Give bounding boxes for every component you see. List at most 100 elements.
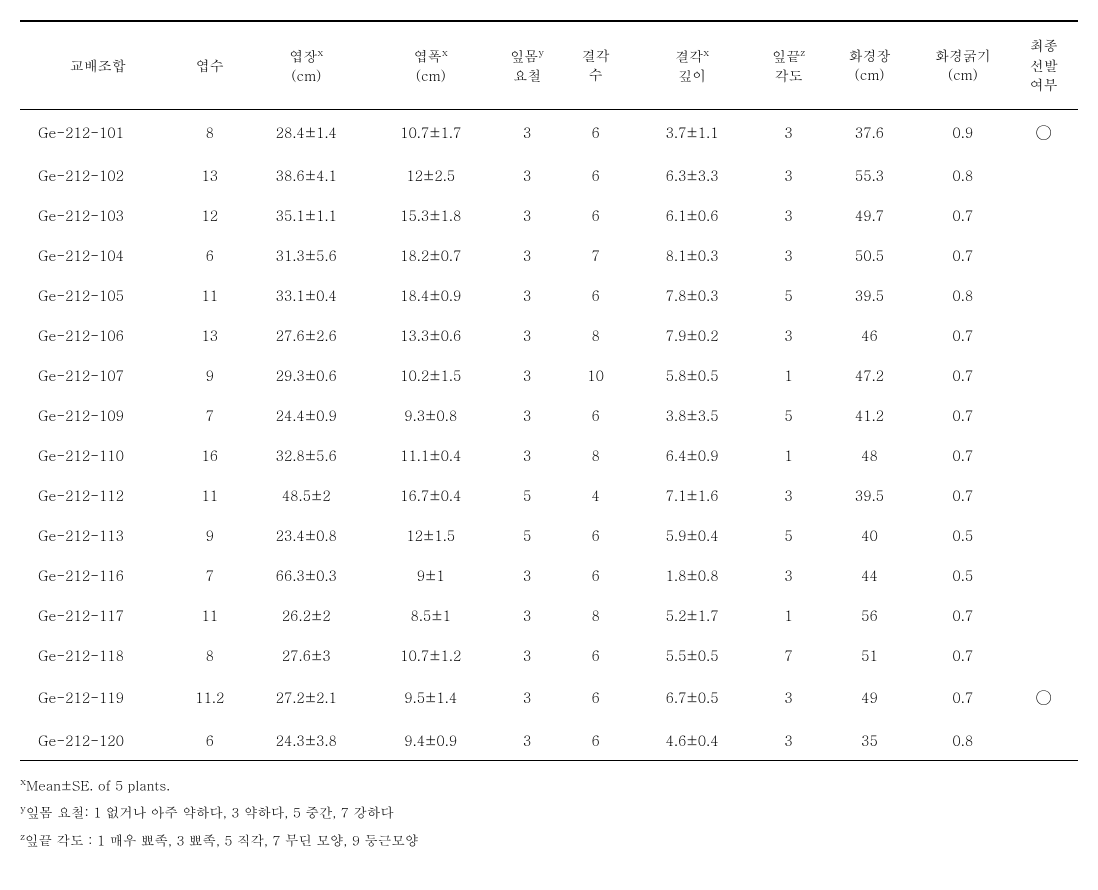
table-header-cell: 결각수 bbox=[561, 21, 629, 109]
table-cell: 13 bbox=[176, 155, 244, 195]
table-cell: 7 bbox=[176, 395, 244, 435]
table-cell: 6.3±3.3 bbox=[630, 155, 754, 195]
table-cell: 18.4±0.9 bbox=[369, 275, 493, 315]
table-cell: 3 bbox=[754, 195, 822, 235]
table-cell bbox=[1009, 435, 1078, 475]
table-row: Ge-212-104631.3±5.618.2±0.7378.1±0.3350.… bbox=[20, 235, 1078, 275]
table-cell: 16.7±0.4 bbox=[369, 475, 493, 515]
table-cell: 6 bbox=[561, 109, 629, 155]
table-cell: 50.5 bbox=[823, 235, 916, 275]
table-cell: 3 bbox=[754, 675, 822, 720]
table-cell: 10.7±1.2 bbox=[369, 635, 493, 675]
table-cell: 3 bbox=[754, 235, 822, 275]
table-cell: Ge-212-107 bbox=[20, 355, 176, 395]
table-cell: 27.2±2.1 bbox=[244, 675, 368, 720]
table-cell: 7.8±0.3 bbox=[630, 275, 754, 315]
table-row: Ge-212-101828.4±1.410.7±1.7363.7±1.1337.… bbox=[20, 109, 1078, 155]
table-cell: 6.7±0.5 bbox=[630, 675, 754, 720]
table-cell bbox=[1009, 515, 1078, 555]
table-cell: 5 bbox=[754, 515, 822, 555]
table-cell: 0.5 bbox=[916, 555, 1009, 595]
table-cell: 18.2±0.7 bbox=[369, 235, 493, 275]
table-cell: 1.8±0.8 bbox=[630, 555, 754, 595]
footnote-y: y잎몸 요철: 1 없거나 아주 약하다, 3 약하다, 5 중간, 7 강하다 bbox=[20, 798, 1078, 826]
table-cell: 9 bbox=[176, 515, 244, 555]
table-cell: 32.8±5.6 bbox=[244, 435, 368, 475]
table-cell: 37.6 bbox=[823, 109, 916, 155]
table-header-cell: 엽장x(cm) bbox=[244, 21, 368, 109]
table-cell: 31.3±5.6 bbox=[244, 235, 368, 275]
table-cell: 11 bbox=[176, 595, 244, 635]
table-row: Ge-212-1121148.5±216.7±0.4547.1±1.6339.5… bbox=[20, 475, 1078, 515]
table-cell: 7.1±1.6 bbox=[630, 475, 754, 515]
table-cell: Ge-212-102 bbox=[20, 155, 176, 195]
table-cell: 33.1±0.4 bbox=[244, 275, 368, 315]
table-cell: 0.7 bbox=[916, 355, 1009, 395]
table-cell: 0.7 bbox=[916, 235, 1009, 275]
footnote-text-y: 잎몸 요철: 1 없거나 아주 약하다, 3 약하다, 5 중간, 7 강하다 bbox=[26, 803, 394, 822]
table-cell: 3 bbox=[754, 155, 822, 195]
table-cell: 1 bbox=[754, 595, 822, 635]
table-row: Ge-212-120624.3±3.89.4±0.9364.6±0.43350.… bbox=[20, 720, 1078, 761]
table-cell: 6 bbox=[561, 155, 629, 195]
table-cell: Ge-212-109 bbox=[20, 395, 176, 435]
table-cell bbox=[1009, 155, 1078, 195]
table-cell: 3 bbox=[493, 435, 561, 475]
table-cell: Ge-212-103 bbox=[20, 195, 176, 235]
table-row: Ge-212-116766.3±0.39±1361.8±0.83440.5 bbox=[20, 555, 1078, 595]
table-cell bbox=[1009, 720, 1078, 761]
table-cell: 3 bbox=[493, 315, 561, 355]
table-cell: 3.7±1.1 bbox=[630, 109, 754, 155]
table-header-cell: 화경장(cm) bbox=[823, 21, 916, 109]
table-cell: 40 bbox=[823, 515, 916, 555]
table-cell bbox=[1009, 475, 1078, 515]
table-cell: 6 bbox=[561, 195, 629, 235]
table-cell: 6 bbox=[561, 720, 629, 761]
table-row: Ge-212-1101632.8±5.611.1±0.4386.4±0.9148… bbox=[20, 435, 1078, 475]
table-cell: 6 bbox=[561, 635, 629, 675]
table-cell: 27.6±3 bbox=[244, 635, 368, 675]
table-cell: 6 bbox=[176, 235, 244, 275]
table-cell: 3 bbox=[754, 109, 822, 155]
table-cell bbox=[1009, 555, 1078, 595]
table-cell: 0.7 bbox=[916, 435, 1009, 475]
table-cell: 9.5±1.4 bbox=[369, 675, 493, 720]
table-cell: 5 bbox=[754, 275, 822, 315]
table-header-row: 교배조합엽수엽장x(cm)엽폭x(cm)잎몸y요철결각수결각x깊이잎끝z각도화경… bbox=[20, 21, 1078, 109]
table-cell: 24.3±3.8 bbox=[244, 720, 368, 761]
table-cell: 3 bbox=[754, 555, 822, 595]
table-cell: 5.8±0.5 bbox=[630, 355, 754, 395]
table-body: Ge-212-101828.4±1.410.7±1.7363.7±1.1337.… bbox=[20, 109, 1078, 760]
table-cell: 8.1±0.3 bbox=[630, 235, 754, 275]
table-cell: 0.7 bbox=[916, 675, 1009, 720]
table-cell bbox=[1009, 195, 1078, 235]
footnote-z: z잎끝 각도 : 1 매우 뾰족, 3 뾰족, 5 직각, 7 무딘 모양, 9… bbox=[20, 826, 1078, 854]
table-cell: 6 bbox=[561, 275, 629, 315]
table-cell: 3 bbox=[493, 195, 561, 235]
table-cell: 39.5 bbox=[823, 275, 916, 315]
table-cell: 13.3±0.6 bbox=[369, 315, 493, 355]
table-cell: 9.3±0.8 bbox=[369, 395, 493, 435]
table-cell bbox=[1009, 635, 1078, 675]
table-cell: 5.5±0.5 bbox=[630, 635, 754, 675]
footnote-x: xMean±SE. of 5 plants. bbox=[20, 771, 1078, 799]
table-cell: 3 bbox=[493, 395, 561, 435]
table-cell: 5 bbox=[754, 395, 822, 435]
table-cell: Ge-212-112 bbox=[20, 475, 176, 515]
table-cell: 16 bbox=[176, 435, 244, 475]
table-cell bbox=[1009, 315, 1078, 355]
table-cell: 0.7 bbox=[916, 475, 1009, 515]
table-cell: 47.2 bbox=[823, 355, 916, 395]
table-cell: Ge-212-101 bbox=[20, 109, 176, 155]
table-cell: 0.8 bbox=[916, 155, 1009, 195]
table-cell: 8 bbox=[176, 635, 244, 675]
table-cell: 51 bbox=[823, 635, 916, 675]
table-cell: 12±2.5 bbox=[369, 155, 493, 195]
table-cell: Ge-212-106 bbox=[20, 315, 176, 355]
table-cell: 0.9 bbox=[916, 109, 1009, 155]
table-cell: 6 bbox=[561, 515, 629, 555]
table-cell: 12±1.5 bbox=[369, 515, 493, 555]
table-cell: 8 bbox=[561, 435, 629, 475]
table-cell: 41.2 bbox=[823, 395, 916, 435]
data-table: 교배조합엽수엽장x(cm)엽폭x(cm)잎몸y요철결각수결각x깊이잎끝z각도화경… bbox=[20, 20, 1078, 761]
